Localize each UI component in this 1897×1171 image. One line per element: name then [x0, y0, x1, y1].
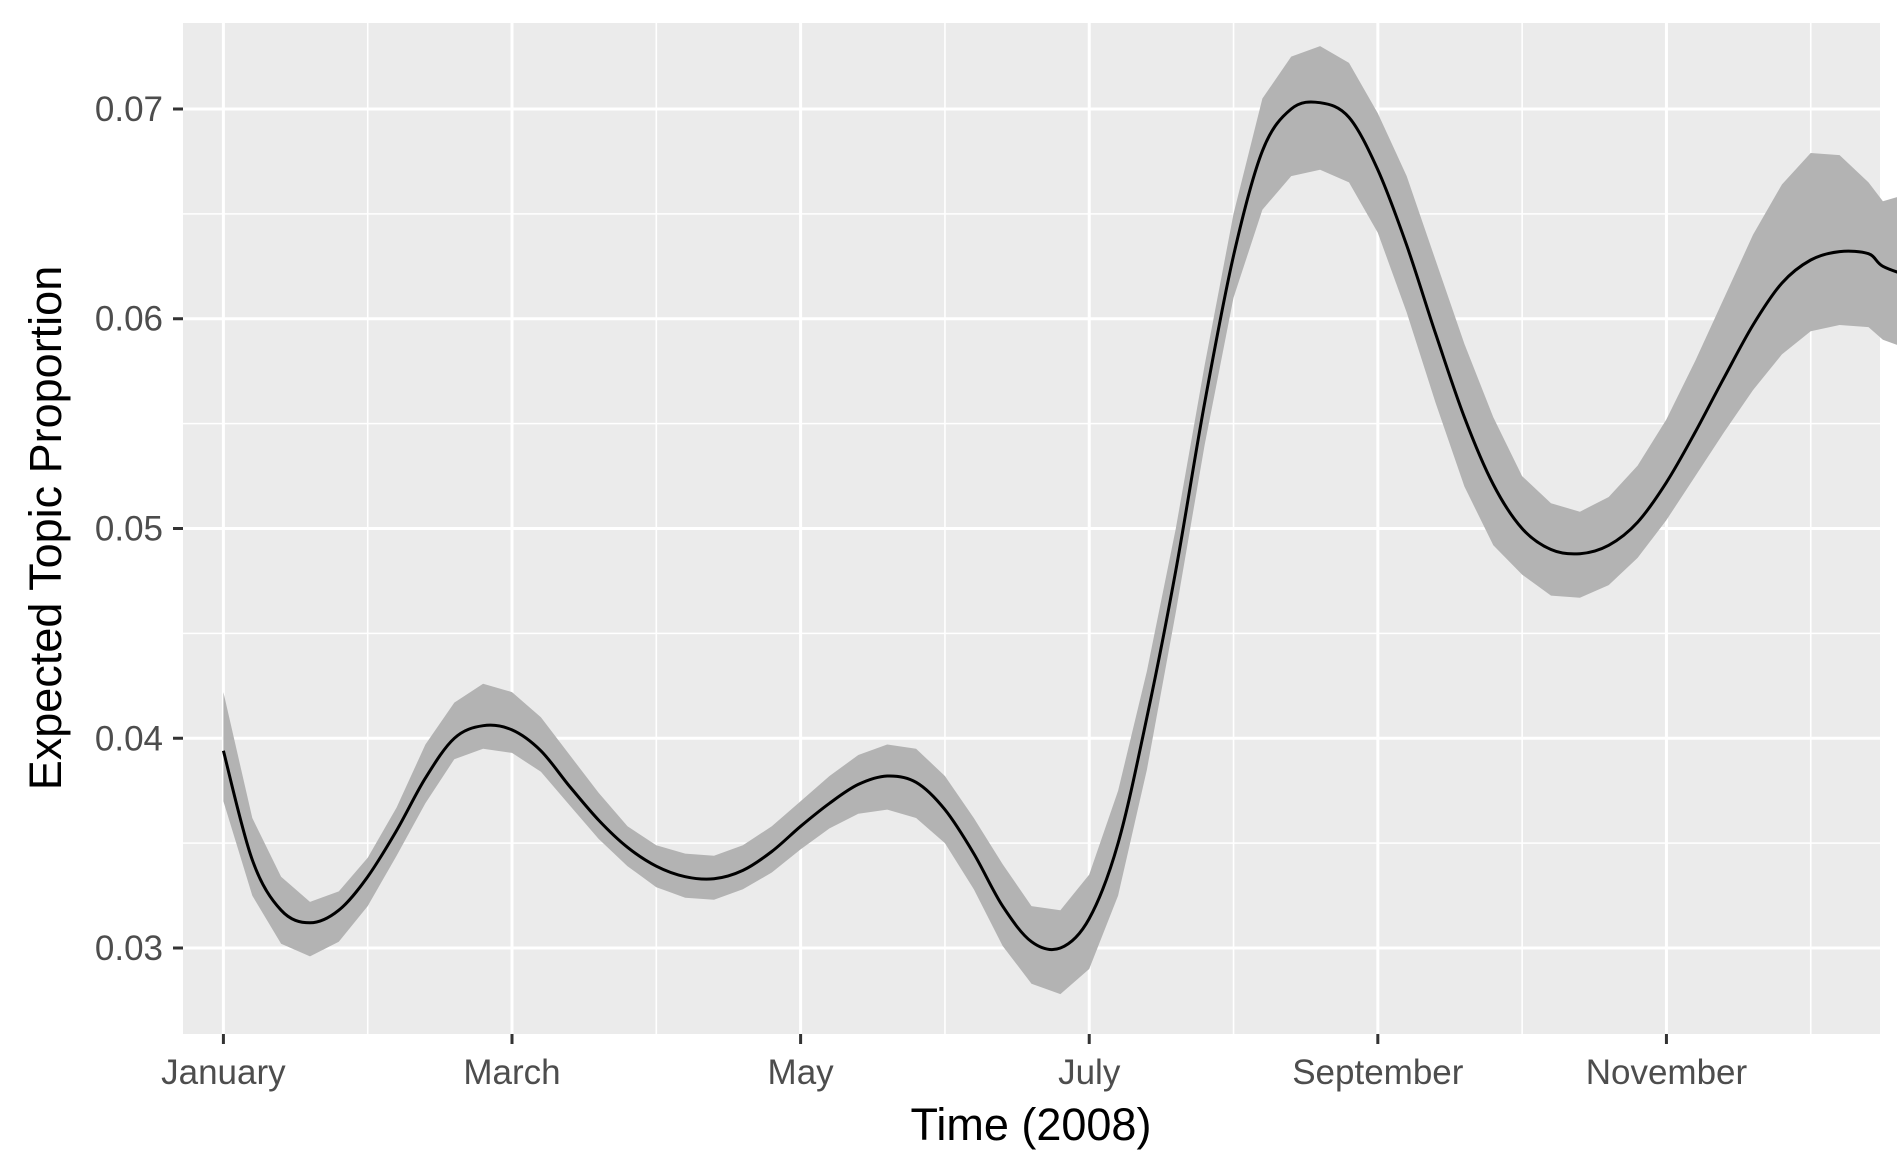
y-tick-label: 0.07 [95, 90, 163, 129]
x-tick-label: July [1058, 1053, 1121, 1092]
y-tick-label: 0.04 [95, 719, 163, 758]
y-tick-label: 0.05 [95, 510, 163, 549]
y-tick-label: 0.03 [95, 929, 163, 968]
y-axis-title: Expected Topic Proportion [20, 266, 71, 791]
y-axis-ticks: 0.03 0.04 0.05 0.06 0.07 [95, 90, 183, 968]
x-axis-title: Time (2008) [911, 1099, 1152, 1150]
x-axis-ticks: January March May July September November [161, 1034, 1747, 1092]
x-tick-label: November [1586, 1053, 1748, 1092]
confidence-ribbon [223, 46, 1897, 995]
y-tick-label: 0.06 [95, 300, 163, 339]
x-tick-label: September [1292, 1053, 1464, 1092]
x-tick-label: March [463, 1053, 560, 1092]
x-tick-label: January [161, 1053, 286, 1092]
series-line [221, 100, 1897, 952]
x-tick-label: May [768, 1053, 835, 1092]
